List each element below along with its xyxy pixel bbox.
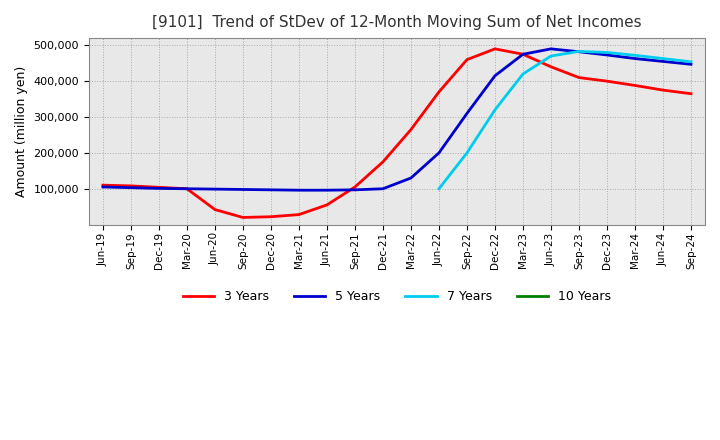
5 Years — [463, 111, 472, 116]
7 Years — [435, 186, 444, 191]
Line: 7 Years: 7 Years — [439, 51, 691, 189]
3 Years — [379, 159, 387, 165]
5 Years — [183, 186, 192, 191]
5 Years — [379, 186, 387, 191]
3 Years — [183, 186, 192, 191]
3 Years — [687, 91, 696, 96]
3 Years — [211, 207, 220, 212]
5 Years — [687, 62, 696, 67]
3 Years — [266, 214, 275, 220]
5 Years — [266, 187, 275, 192]
5 Years — [294, 187, 303, 193]
Legend: 3 Years, 5 Years, 7 Years, 10 Years: 3 Years, 5 Years, 7 Years, 10 Years — [178, 285, 616, 308]
5 Years — [351, 187, 359, 192]
3 Years — [575, 75, 583, 80]
3 Years — [603, 78, 611, 84]
5 Years — [659, 59, 667, 64]
7 Years — [659, 56, 667, 61]
3 Years — [99, 183, 107, 188]
5 Years — [127, 185, 135, 191]
5 Years — [238, 187, 247, 192]
5 Years — [575, 49, 583, 55]
3 Years — [351, 184, 359, 190]
3 Years — [518, 51, 527, 57]
Line: 3 Years: 3 Years — [103, 49, 691, 217]
7 Years — [546, 53, 555, 59]
7 Years — [463, 150, 472, 155]
3 Years — [407, 127, 415, 132]
5 Years — [211, 187, 220, 192]
5 Years — [603, 52, 611, 58]
5 Years — [407, 176, 415, 181]
Line: 5 Years: 5 Years — [103, 49, 691, 190]
7 Years — [518, 71, 527, 77]
7 Years — [687, 59, 696, 64]
3 Years — [631, 83, 639, 88]
7 Years — [575, 49, 583, 54]
3 Years — [435, 89, 444, 95]
3 Years — [294, 212, 303, 217]
Y-axis label: Amount (million yen): Amount (million yen) — [15, 66, 28, 197]
5 Years — [490, 73, 499, 78]
3 Years — [490, 46, 499, 51]
7 Years — [490, 107, 499, 113]
5 Years — [435, 150, 444, 155]
5 Years — [155, 186, 163, 191]
3 Years — [463, 57, 472, 62]
3 Years — [127, 183, 135, 188]
Title: [9101]  Trend of StDev of 12-Month Moving Sum of Net Incomes: [9101] Trend of StDev of 12-Month Moving… — [152, 15, 642, 30]
3 Years — [238, 215, 247, 220]
7 Years — [631, 53, 639, 58]
5 Years — [518, 51, 527, 57]
7 Years — [603, 50, 611, 55]
5 Years — [546, 46, 555, 51]
5 Years — [631, 56, 639, 61]
3 Years — [323, 202, 331, 208]
3 Years — [659, 88, 667, 93]
3 Years — [155, 185, 163, 190]
5 Years — [323, 187, 331, 193]
3 Years — [546, 64, 555, 70]
5 Years — [99, 184, 107, 190]
